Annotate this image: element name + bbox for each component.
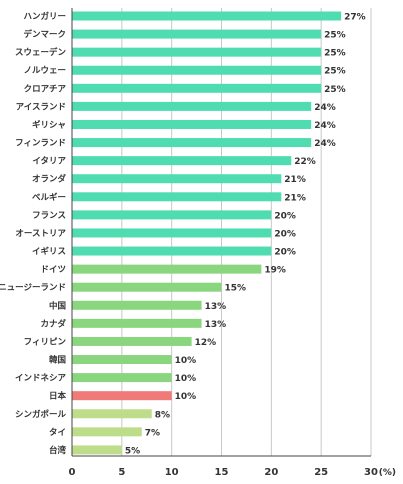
category-label-5: アイスランド (16, 102, 66, 112)
value-label-15: 15% (225, 284, 247, 294)
category-label-10: ベルギー (32, 192, 66, 203)
value-label-16: 13% (205, 302, 227, 312)
value-label-6: 24% (314, 121, 336, 131)
bar-8 (72, 156, 292, 166)
category-label-16: 中国 (49, 300, 66, 311)
category-label-13: イギリス (32, 246, 66, 257)
value-label-22: 8% (155, 410, 170, 420)
value-label-8: 22% (294, 157, 316, 167)
bar-18 (72, 336, 192, 346)
value-label-7: 24% (314, 139, 336, 149)
value-label-0: 27% (344, 13, 366, 23)
value-label-5: 24% (314, 103, 336, 113)
category-label-24: 台湾 (49, 445, 67, 456)
bar-24 (72, 445, 122, 455)
value-label-21: 10% (175, 392, 197, 402)
value-label-17: 13% (205, 320, 227, 330)
category-label-21: 日本 (49, 391, 67, 402)
category-label-22: シンガポール (15, 409, 67, 420)
value-label-3: 25% (324, 67, 346, 77)
category-label-18: フィリピン (24, 336, 67, 347)
value-label-24: 5% (125, 446, 140, 456)
bar-16 (72, 300, 202, 310)
x-tick-label-20: 20 (264, 467, 278, 478)
bar-5 (72, 101, 312, 111)
bar-10 (72, 192, 282, 202)
bar-0 (72, 11, 342, 21)
bar-22 (72, 409, 152, 419)
category-label-20: インドネシア (15, 373, 67, 384)
value-label-19: 10% (175, 356, 197, 366)
category-label-15: ニュージーランド (0, 283, 66, 293)
x-tick-label-0: 0 (69, 467, 76, 478)
category-label-19: 韓国 (49, 355, 66, 366)
value-label-9: 21% (284, 175, 306, 185)
bar-14 (72, 264, 262, 274)
bar-12 (72, 228, 272, 238)
bar-9 (72, 174, 282, 184)
category-label-8: イタリア (32, 156, 66, 167)
value-label-20: 10% (175, 374, 197, 384)
value-label-4: 25% (324, 85, 346, 95)
category-label-17: カナダ (40, 318, 66, 329)
value-label-18: 12% (195, 338, 217, 348)
x-tick-label-25: 25 (314, 467, 328, 478)
bar-2 (72, 47, 322, 57)
category-label-12: オーストリア (15, 229, 66, 239)
category-label-6: ギリシャ (32, 119, 66, 130)
category-label-2: スウェーデン (15, 47, 67, 58)
bar-23 (72, 427, 142, 437)
bar-1 (72, 29, 322, 39)
category-label-1: デンマーク (23, 29, 66, 40)
bar-19 (72, 355, 172, 365)
value-label-11: 20% (274, 211, 296, 221)
bar-20 (72, 373, 172, 383)
category-label-3: ノルウェー (23, 66, 66, 76)
x-tick-label-30: 30 (364, 467, 378, 478)
category-label-7: フィンランド (15, 139, 66, 149)
category-label-23: タイ (49, 427, 66, 438)
x-tick-label-15: 15 (215, 467, 229, 478)
category-label-11: フランス (32, 211, 66, 221)
x-tick-label-5: 5 (118, 467, 125, 478)
value-label-13: 20% (274, 248, 296, 258)
bar-21 (72, 391, 172, 401)
category-label-0: ハンガリー (23, 11, 66, 22)
value-label-12: 20% (274, 229, 296, 239)
bar-15 (72, 282, 222, 292)
bar-11 (72, 210, 272, 220)
bar-7 (72, 138, 312, 148)
bar-4 (72, 83, 322, 93)
bar-6 (72, 119, 312, 129)
value-label-1: 25% (324, 31, 346, 41)
x-tick-label-10: 10 (165, 467, 179, 478)
value-label-10: 21% (284, 193, 306, 203)
value-label-14: 19% (264, 266, 286, 276)
x-axis-unit-label: (%) (379, 468, 396, 478)
category-label-9: オランダ (32, 174, 67, 185)
value-label-23: 7% (145, 428, 160, 438)
bar-13 (72, 246, 272, 256)
bar-3 (72, 65, 322, 75)
category-label-4: クロアチア (24, 83, 67, 94)
category-label-14: ドイツ (40, 265, 66, 275)
bar-17 (72, 318, 202, 328)
value-label-2: 25% (324, 49, 346, 59)
